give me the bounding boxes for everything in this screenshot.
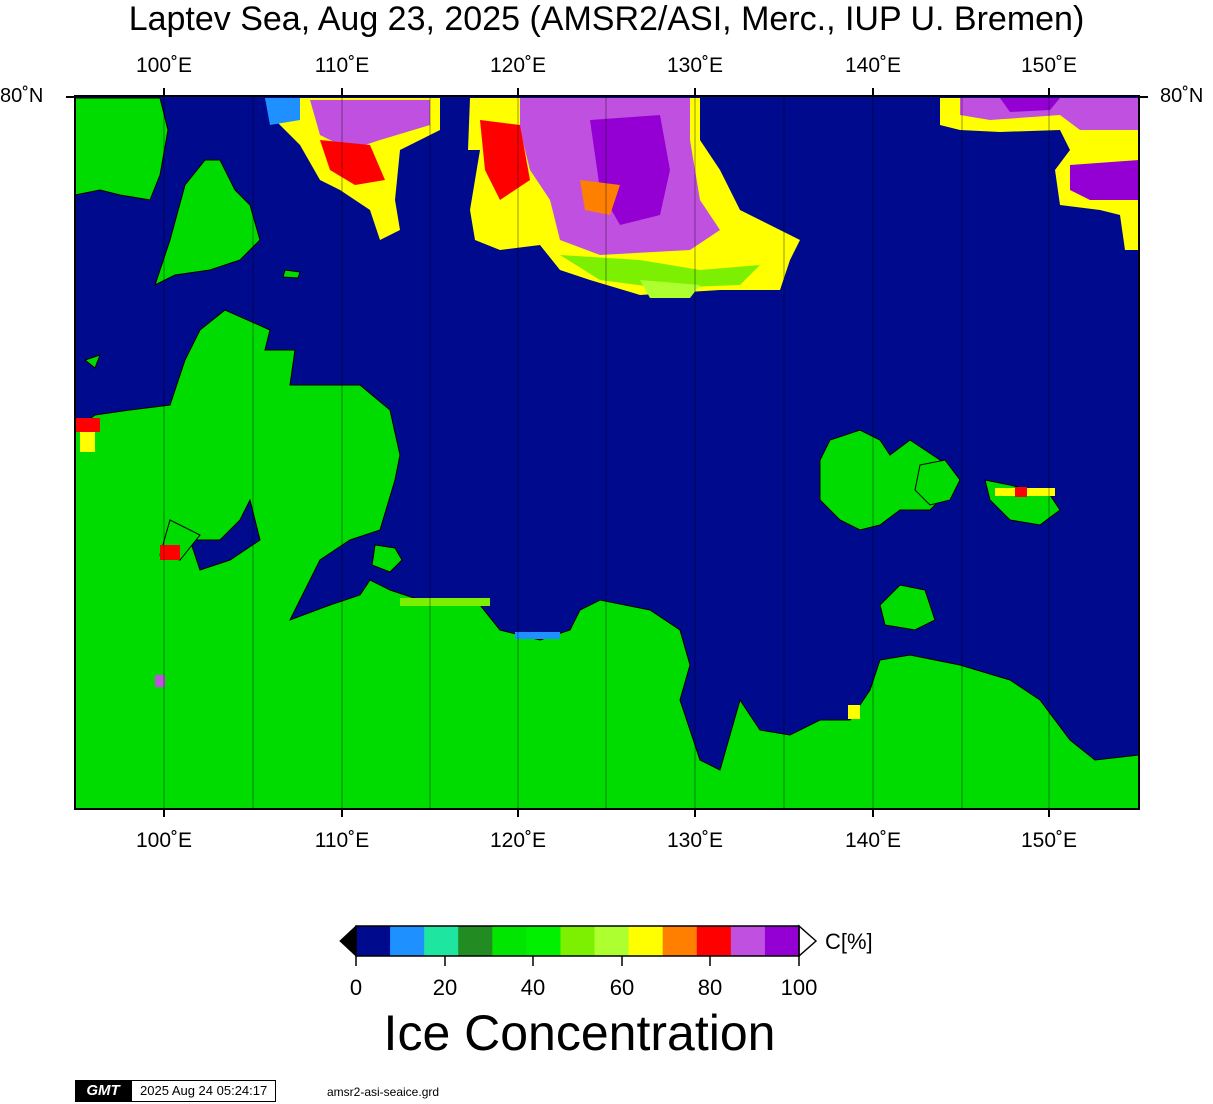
colorbar-ticks (355, 956, 800, 966)
map-frame (74, 95, 1140, 810)
colorbar-swatch (458, 926, 493, 956)
lon-label-top-110e: 110˚E (314, 54, 370, 77)
colorbar-swatch (424, 926, 459, 956)
colorbar-swatch (526, 926, 561, 956)
grid-file-label: amsr2-asi-seaice.grd (327, 1085, 440, 1099)
colorbar-swatch (560, 926, 596, 956)
lon-label-bottom-110e: 110˚E (314, 829, 370, 852)
sea-ice-central (468, 98, 800, 298)
colorbar-swatch (390, 926, 425, 956)
lon-label-bottom-140e: 140˚E (844, 829, 902, 852)
lon-label-bottom-150e: 150˚E (1020, 829, 1078, 852)
lon-label-top-120e: 120˚E (489, 54, 547, 77)
colorbar-swatch (594, 926, 630, 956)
lat-label-left-80n: 80˚N (0, 85, 44, 107)
colorbar-tick-20: 20 (432, 975, 458, 1000)
timestamp-label: 2025 Aug 24 05:24:17 (131, 1080, 277, 1102)
sea-ice-west (265, 98, 440, 240)
colorbar-swatch (730, 926, 766, 956)
colorbar (339, 924, 818, 966)
colorbar-swatches (356, 926, 800, 956)
colorbar-tick-40: 40 (520, 975, 546, 1000)
colorbar-high-arrow (798, 924, 818, 958)
graticule (163, 96, 1050, 809)
colorbar-swatch (764, 926, 800, 956)
lon-label-bottom-130e: 130˚E (666, 829, 724, 852)
colorbar-tick-0: 0 (349, 975, 363, 1000)
lon-label-bottom-120e: 120˚E (489, 829, 547, 852)
frame-ticks (66, 88, 1148, 817)
lon-label-bottom-100e: 100˚E (135, 829, 193, 852)
gmt-logo: GMT (75, 1080, 131, 1102)
colorbar-swatch (696, 926, 732, 956)
colorbar-swatch (492, 926, 527, 956)
lon-label-top-130e: 130˚E (666, 54, 724, 77)
sea-ice-east (940, 98, 1139, 250)
map-title: Laptev Sea, Aug 23, 2025 (AMSR2/ASI, Mer… (128, 0, 1085, 38)
lon-label-top-150e: 150˚E (1020, 54, 1078, 77)
colorbar-tick-80: 80 (697, 975, 723, 1000)
lat-label-right-80n: 80˚N (1160, 85, 1204, 107)
colorbar-swatch (356, 926, 391, 956)
colorbar-unit: C[%] (825, 929, 873, 954)
colorbar-tick-100: 100 (780, 975, 818, 1000)
colorbar-swatch (628, 926, 664, 956)
colorbar-border (355, 925, 800, 957)
lon-label-top-100e: 100˚E (135, 54, 193, 77)
coastal-ice-fringe (75, 418, 1055, 719)
lon-label-top-140e: 140˚E (844, 54, 902, 77)
colorbar-title: Ice Concentration (383, 1005, 776, 1061)
colorbar-tick-60: 60 (609, 975, 635, 1000)
colorbar-low-arrow (339, 924, 357, 958)
colorbar-swatch (662, 926, 698, 956)
